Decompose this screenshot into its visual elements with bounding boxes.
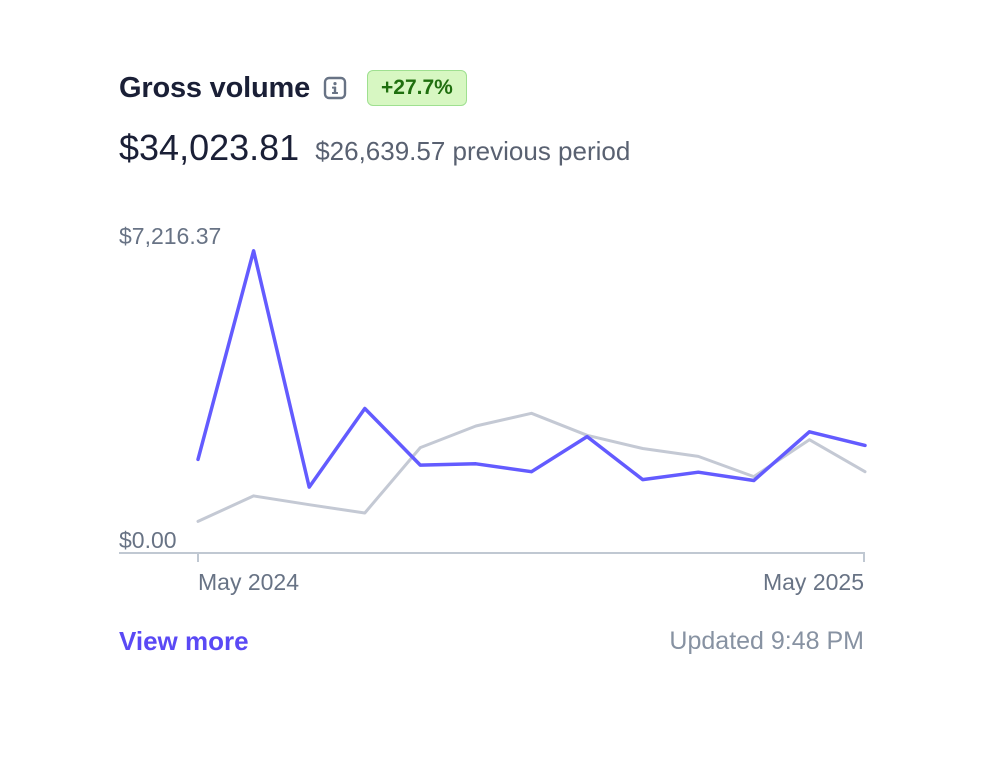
info-icon-glyph <box>323 76 347 100</box>
y-axis-min-label: $0.00 <box>119 527 177 553</box>
current-period-line <box>196 249 867 489</box>
change-badge: +27.7% <box>367 70 467 106</box>
info-icon[interactable] <box>323 76 347 100</box>
previous-period-line <box>196 411 867 523</box>
card-title: Gross volume <box>119 71 310 104</box>
x-axis-label-start: May 2024 <box>198 569 299 595</box>
y-axis-max-label: $7,216.37 <box>119 223 221 249</box>
series-layer <box>196 249 867 523</box>
current-amount: $34,023.81 <box>119 127 300 168</box>
view-more-link[interactable]: View more <box>119 626 249 656</box>
amount-row: $34,023.81 $26,639.57 previous period <box>119 127 630 169</box>
previous-period-amount: $26,639.57 previous period <box>315 136 631 166</box>
updated-timestamp: Updated 9:48 PM <box>669 627 864 655</box>
x-axis-label-end: May 2025 <box>763 569 864 595</box>
title-row: Gross volume +27.7% <box>119 66 467 110</box>
